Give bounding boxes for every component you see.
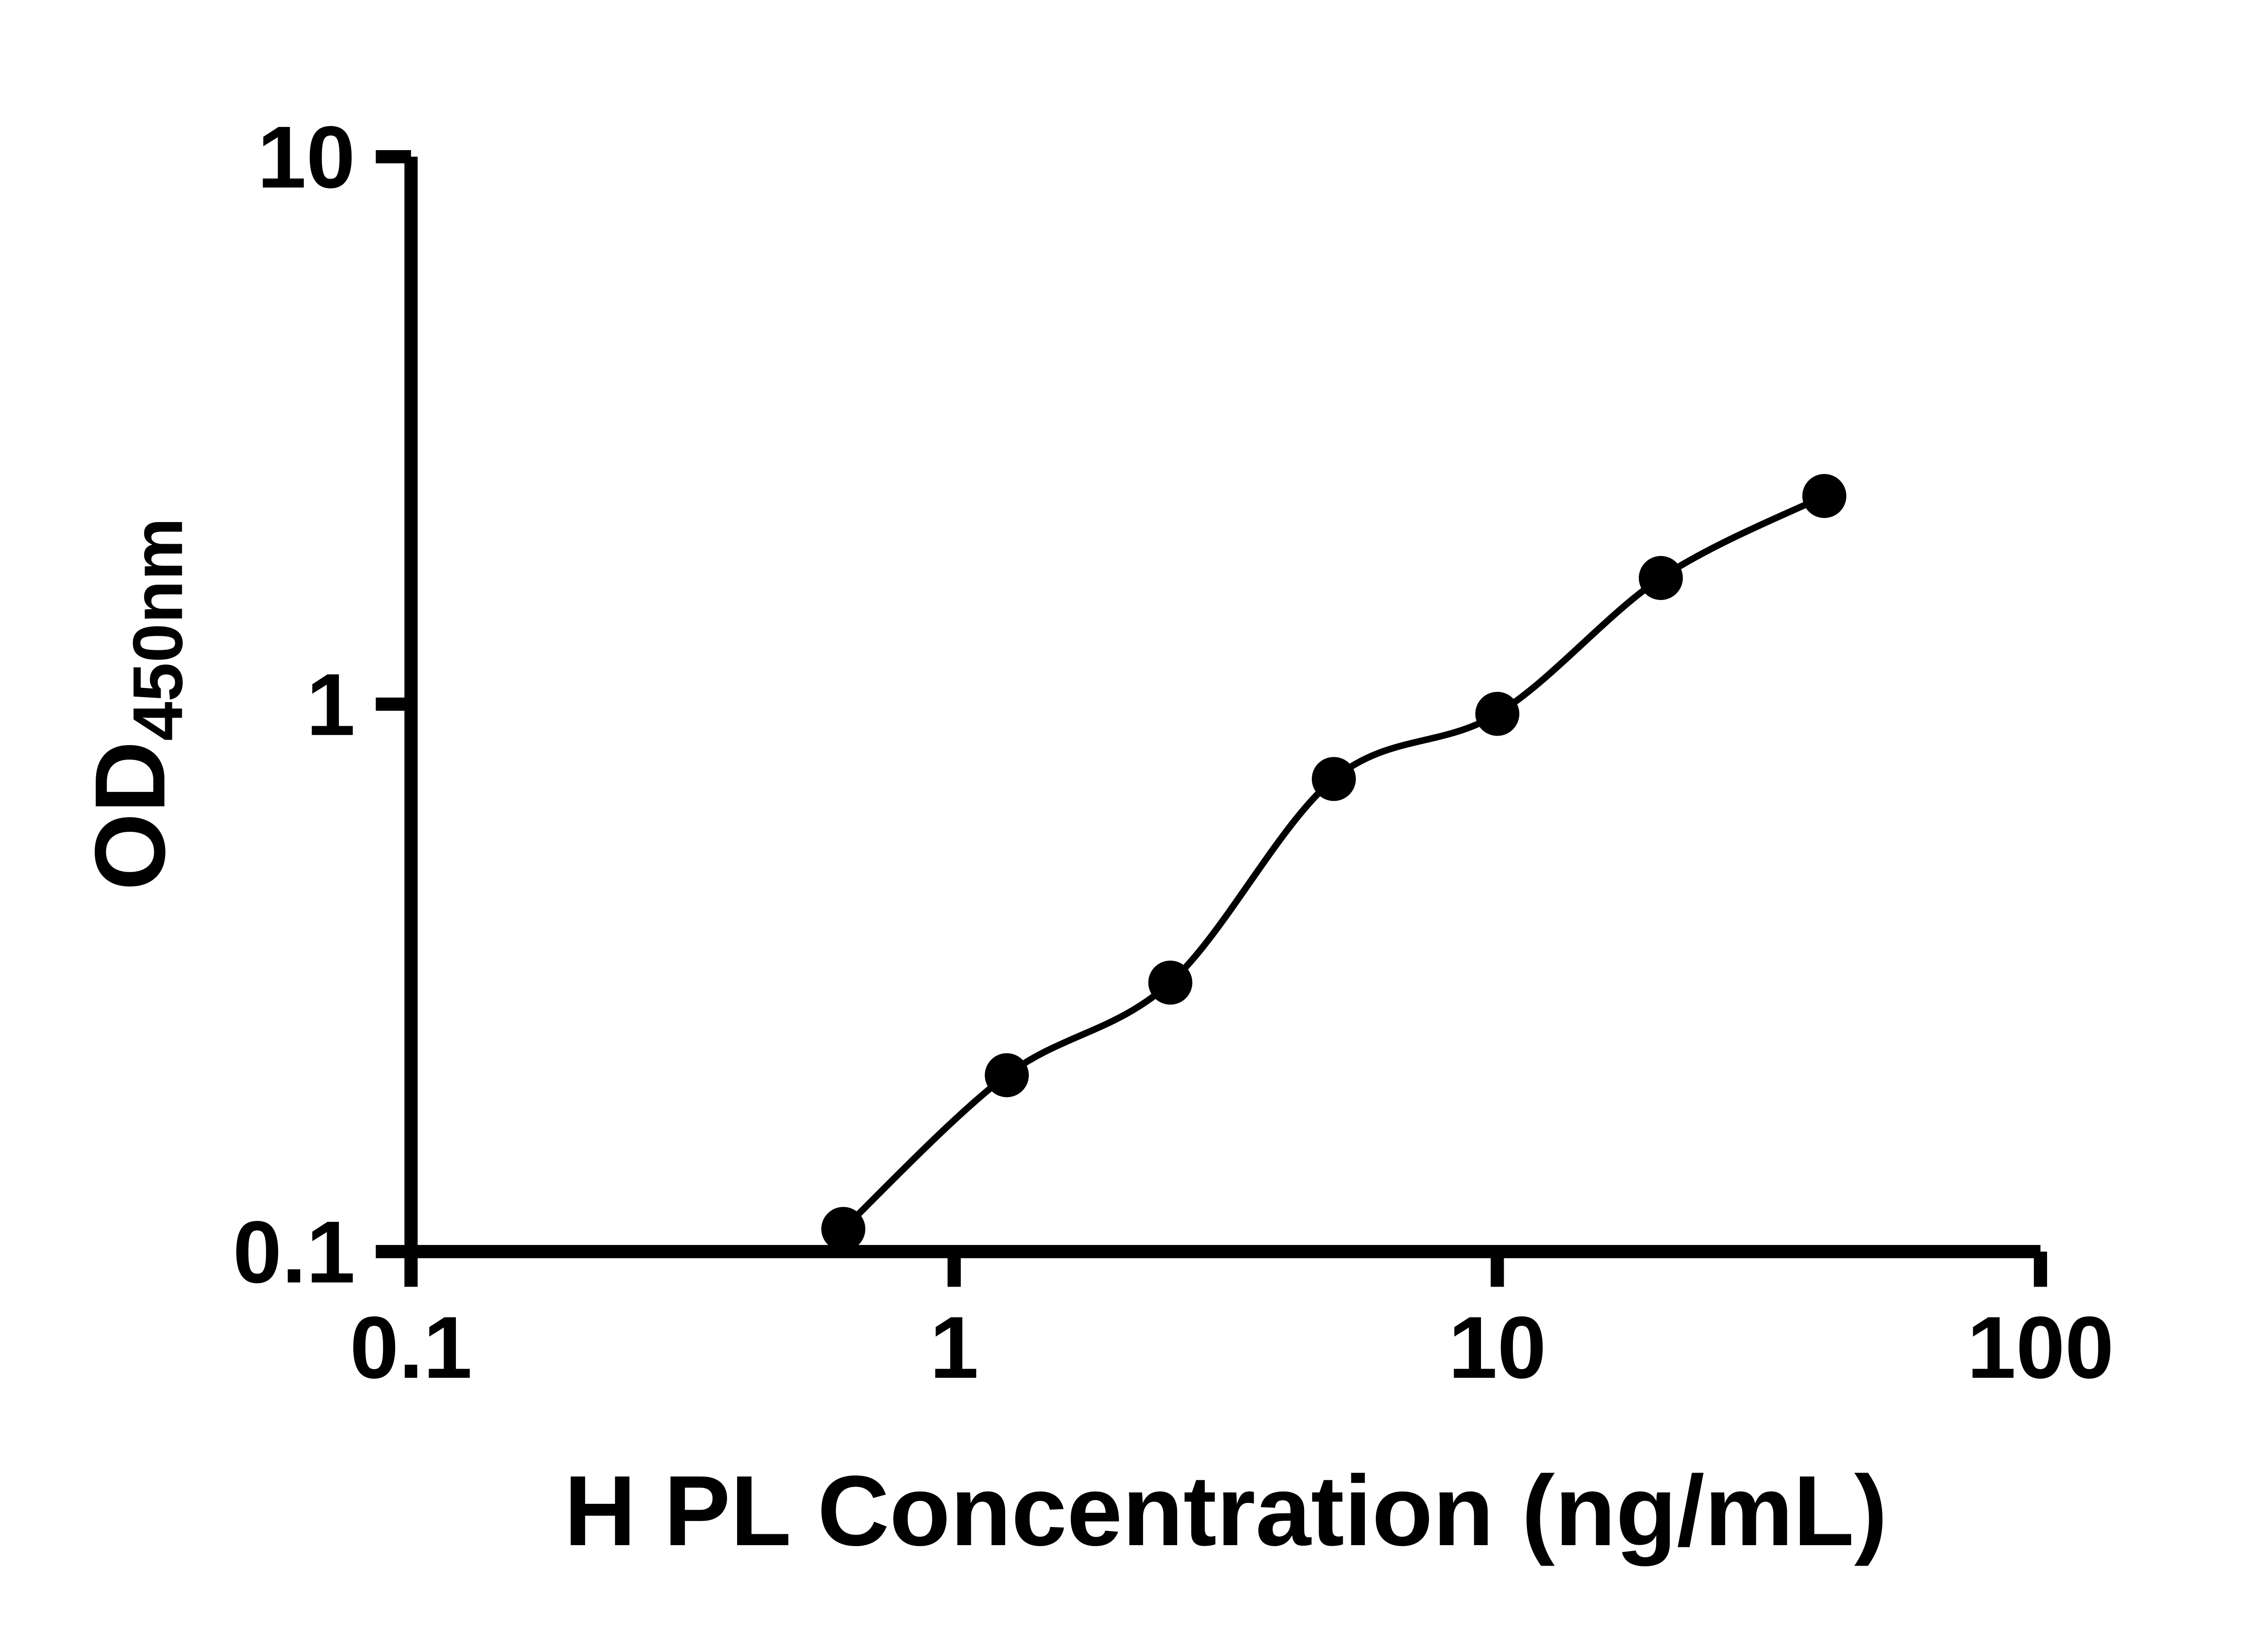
data-point (1802, 474, 1847, 518)
plot-layer (821, 474, 1847, 1251)
x-axis-tick-label: 10 (1448, 1298, 1546, 1397)
data-point (1638, 556, 1683, 600)
data-point (1311, 757, 1356, 801)
x-axis-tick-label: 1 (930, 1298, 979, 1397)
x-axis-title: H PL Concentration (ng/mL) (564, 1455, 1887, 1566)
axes-layer (404, 156, 2041, 1259)
data-point (1148, 961, 1193, 1005)
y-axis-title-main: OD (74, 741, 186, 891)
fit-curve (841, 493, 1826, 1232)
tick-layer: 0.1 1 10 100 0.1 1 10 (233, 108, 2114, 1397)
y-axis-tick-label: 0.1 (233, 1203, 355, 1302)
data-point (1475, 692, 1520, 736)
y-axis-title: OD450nm (74, 518, 197, 891)
data-point (985, 1053, 1029, 1098)
data-point (821, 1207, 865, 1251)
x-axis-tick-label: 0.1 (350, 1298, 472, 1397)
y-axis-tick-label: 10 (257, 108, 355, 206)
y-axis-title-subscript: 450nm (118, 518, 197, 741)
y-axis-tick-label: 1 (306, 656, 355, 754)
x-axis-tick-label: 100 (1967, 1298, 2114, 1397)
axis-spine (404, 156, 2041, 1259)
